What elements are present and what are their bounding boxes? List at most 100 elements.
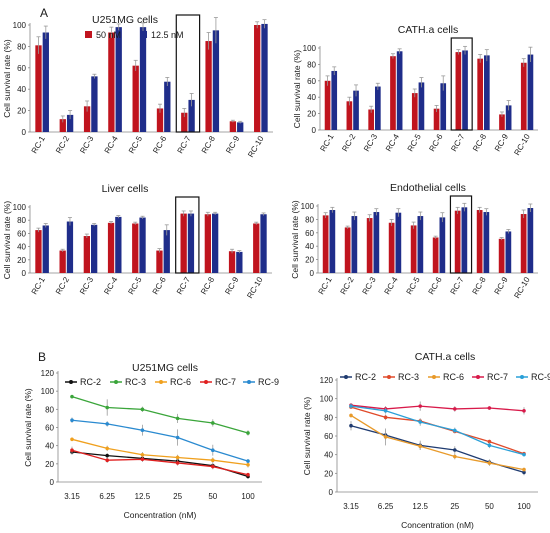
bar: [373, 212, 380, 273]
bar: [484, 55, 490, 130]
data-point: [522, 409, 526, 413]
data-point: [349, 413, 353, 418]
series-line: [71, 419, 249, 462]
legend-swatch: [140, 31, 147, 38]
y-tick-label: 40: [17, 85, 26, 94]
chart-title: CATH.a cells: [398, 24, 458, 36]
bar: [187, 213, 195, 273]
x-tick-label: RC-8: [471, 275, 488, 296]
x-tick-label: RC-2: [339, 275, 356, 296]
data-point: [349, 423, 353, 428]
legend-label: RC-7: [487, 372, 508, 382]
bar: [66, 114, 74, 132]
highlight-box: [175, 196, 200, 274]
data-point: [140, 452, 145, 457]
bar: [417, 216, 424, 273]
x-tick-label: RC-4: [384, 132, 401, 153]
bar: [411, 93, 418, 130]
legend-label: 50 nM: [96, 30, 121, 40]
legend-marker: [387, 375, 391, 379]
y-tick-label: 80: [45, 405, 54, 414]
data-point: [453, 407, 457, 411]
x-tick-label: 50: [485, 502, 494, 511]
legend-label: 12.5 nM: [151, 30, 184, 40]
data-point: [522, 467, 526, 472]
x-tick-label: RC-9: [493, 275, 510, 296]
y-axis-label: Cell survival rate (%): [2, 39, 12, 118]
x-tick-label: 100: [241, 492, 255, 501]
y-tick-label: 60: [17, 229, 26, 238]
bar: [254, 25, 261, 132]
x-tick-label: RC-2: [54, 134, 71, 155]
bar: [181, 112, 188, 132]
x-tick-label: RC-10: [246, 134, 266, 159]
y-tick-label: 80: [324, 413, 333, 422]
legend-label: RC-6: [443, 372, 464, 382]
y-axis-label: Cell survival rate (%): [302, 397, 312, 476]
x-tick-label: RC-9: [224, 134, 241, 155]
legend-label: RC-7: [215, 377, 236, 387]
legend-marker: [159, 380, 163, 384]
chart-u251mg-bar: U251MG cells Cell survival rate (%) 0 20 40 6…: [2, 14, 273, 159]
bar: [454, 210, 461, 273]
bar: [164, 81, 171, 132]
y-tick-label: 100: [303, 44, 317, 53]
y-tick-label: 0: [312, 126, 317, 135]
bar: [353, 90, 359, 130]
y-tick-label: 100: [301, 202, 315, 211]
x-tick-label: RC-3: [78, 134, 95, 155]
data-point: [105, 405, 109, 410]
bar: [395, 212, 402, 273]
legend-label: RC-9: [531, 372, 550, 382]
y-tick-label: 100: [13, 203, 27, 212]
x-axis-label: Concentration (nM): [124, 510, 197, 520]
bar: [66, 221, 74, 273]
bar: [228, 251, 236, 273]
x-tick-label: RC-9: [493, 132, 510, 153]
x-tick-label: 12.5: [412, 502, 428, 511]
data-point: [105, 458, 109, 463]
bar: [462, 50, 468, 130]
x-tick-label: RC-3: [362, 132, 379, 153]
data-point: [211, 458, 215, 463]
x-tick-label: RC-2: [340, 132, 357, 153]
bar: [439, 217, 446, 273]
y-tick-label: 20: [324, 469, 333, 478]
x-tick-label: RC-9: [223, 275, 240, 296]
data-point: [487, 439, 492, 444]
bar: [205, 41, 212, 132]
bar: [42, 225, 49, 273]
y-tick-label: 40: [17, 243, 26, 252]
data-point: [522, 452, 526, 457]
legend-label: RC-3: [398, 372, 419, 382]
data-point: [175, 461, 180, 465]
bar: [483, 212, 490, 273]
x-tick-label: 25: [173, 492, 182, 501]
y-tick-label: 0: [50, 478, 55, 487]
bar: [188, 99, 195, 132]
panel-label-a: A: [40, 6, 48, 20]
x-tick-label: RC-10: [512, 275, 532, 300]
data-point: [418, 444, 423, 449]
data-point: [105, 446, 109, 451]
legend-label: RC-2: [355, 372, 376, 382]
bar: [324, 80, 331, 130]
bar: [108, 32, 115, 132]
bar: [180, 213, 187, 273]
bar: [375, 86, 381, 130]
x-tick-label: 6.25: [99, 492, 115, 501]
panel-label-b: B: [38, 350, 46, 364]
x-tick-label: RC-6: [428, 132, 445, 153]
bar: [410, 225, 417, 273]
y-tick-label: 40: [307, 93, 316, 102]
y-tick-label: 0: [22, 128, 27, 137]
data-point: [418, 404, 423, 408]
data-point: [70, 437, 74, 442]
y-tick-label: 0: [329, 488, 334, 497]
bar: [229, 121, 237, 132]
legend-marker: [247, 380, 251, 384]
legend-marker: [69, 380, 73, 384]
bar: [396, 51, 403, 130]
bar: [42, 32, 49, 132]
